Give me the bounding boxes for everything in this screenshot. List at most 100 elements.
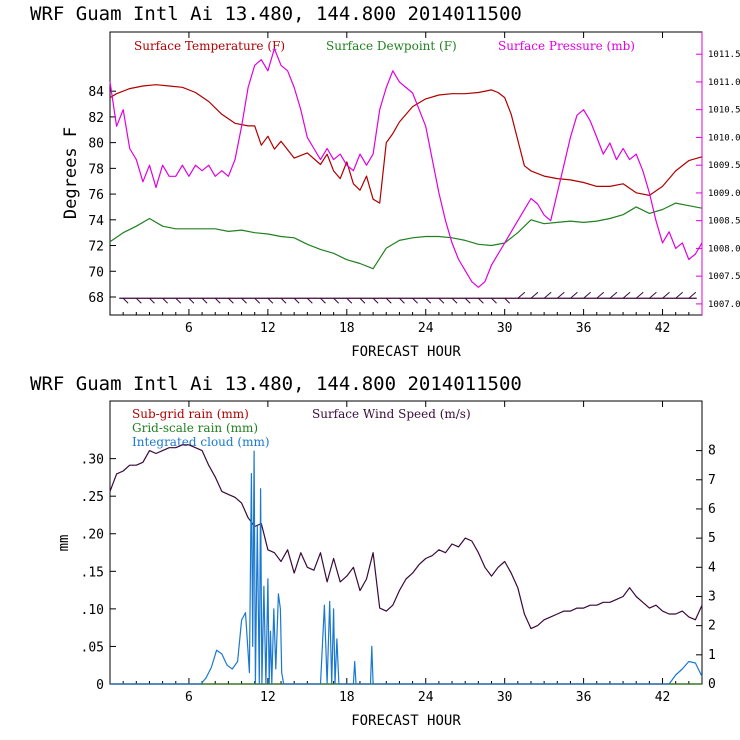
top-x-tick-label: 12 bbox=[260, 321, 276, 336]
bottom-y-tick-label: .20 bbox=[81, 528, 104, 543]
wind-barb bbox=[543, 291, 552, 299]
bottom-x-tick-label: 12 bbox=[260, 690, 276, 705]
wind-barb bbox=[517, 291, 526, 299]
bottom-series-integrated-cloud-mm bbox=[110, 450, 703, 685]
wind-barb bbox=[412, 297, 418, 304]
top-y-tick-label: 76 bbox=[88, 188, 104, 203]
legend-surface-temperature: Surface Temperature (F) bbox=[134, 39, 285, 53]
wind-barb bbox=[293, 297, 300, 304]
wind-barb bbox=[372, 297, 379, 304]
top-series-surface-pressure-mb bbox=[109, 47, 703, 288]
bottom-y-tick-label: .25 bbox=[81, 490, 104, 505]
wind-barb bbox=[622, 291, 631, 299]
bottom-y2-tick-label: 6 bbox=[708, 502, 716, 517]
top-y-tick-label: 78 bbox=[88, 162, 104, 177]
legend-subgrid-rain: Sub-grid rain (mm) bbox=[132, 407, 249, 421]
wind-barb bbox=[214, 297, 221, 304]
bottom-y2-tick-label: 3 bbox=[708, 589, 716, 604]
wind-barb bbox=[570, 291, 578, 299]
top-x-tick-label: 30 bbox=[497, 321, 513, 336]
top-x-tick-label: 6 bbox=[185, 321, 193, 336]
wind-barb bbox=[451, 297, 458, 304]
wind-barb bbox=[688, 291, 697, 299]
wind-barb bbox=[609, 291, 618, 299]
top-y2-tick-label: 1011.0 bbox=[708, 78, 740, 88]
bottom-x-tick-label: 18 bbox=[339, 690, 355, 705]
wind-barb bbox=[399, 297, 405, 304]
bottom-y-tick-label: .05 bbox=[81, 640, 104, 655]
wind-barb bbox=[438, 297, 445, 304]
wind-barb bbox=[280, 297, 287, 304]
top-y2-tick-label: 1008.5 bbox=[708, 217, 740, 227]
legend-surface-wind-speed: Surface Wind Speed (m/s) bbox=[312, 407, 471, 421]
top-y2-tick-label: 1009.0 bbox=[708, 189, 740, 199]
wind-barb bbox=[175, 297, 182, 304]
chart-marks: 6 12 18 24 30 36 426870727476788082841007.0100… bbox=[81, 32, 740, 705]
wind-barb bbox=[491, 297, 497, 304]
wind-barb bbox=[254, 297, 261, 304]
top-x-axis-label: FORECAST HOUR bbox=[351, 344, 461, 360]
top-chart-title: WRF Guam Intl Ai 13.480, 144.800 2014011… bbox=[30, 3, 522, 25]
bottom-y-axis-label: mm bbox=[56, 535, 72, 552]
bottom-y2-tick-label: 8 bbox=[708, 444, 716, 459]
top-series-surface-dewpoint-f bbox=[109, 202, 703, 270]
top-x-tick-label: 42 bbox=[655, 321, 671, 336]
top-y2-tick-label: 1009.5 bbox=[708, 161, 740, 171]
bottom-y2-tick-label: 5 bbox=[708, 531, 716, 546]
bottom-x-tick-label: 6 bbox=[185, 690, 193, 705]
bottom-x-axis-label: FORECAST HOUR bbox=[351, 713, 461, 729]
top-series-surface-temperature-f bbox=[109, 84, 703, 204]
top-y2-tick-label: 1007.5 bbox=[708, 272, 740, 282]
wind-barb bbox=[241, 297, 247, 304]
bottom-y-tick-label: .10 bbox=[81, 603, 104, 618]
wind-barb bbox=[504, 297, 511, 304]
bottom-y-tick-label: .30 bbox=[81, 453, 104, 468]
top-y-tick-label: 82 bbox=[88, 111, 104, 126]
top-x-tick-label: 24 bbox=[418, 321, 434, 336]
wind-barb bbox=[635, 291, 644, 299]
wind-barb bbox=[649, 291, 657, 299]
bottom-y2-tick-label: 2 bbox=[708, 619, 716, 634]
top-y-tick-label: 70 bbox=[88, 265, 104, 280]
legend-integrated-cloud: Integrated cloud (mm) bbox=[132, 435, 270, 449]
wind-barb bbox=[530, 291, 539, 299]
bottom-x-tick-label: 36 bbox=[576, 690, 592, 705]
bottom-chart-title: WRF Guam Intl Ai 13.480, 144.800 2014011… bbox=[30, 373, 522, 395]
top-y2-tick-label: 1008.0 bbox=[708, 244, 740, 254]
bottom-y2-tick-label: 7 bbox=[708, 473, 716, 488]
wind-barb bbox=[306, 297, 313, 304]
top-y-tick-label: 84 bbox=[88, 85, 104, 100]
top-y2-tick-label: 1007.0 bbox=[708, 300, 740, 310]
wind-barb bbox=[385, 297, 392, 304]
top-x-tick-label: 36 bbox=[576, 321, 592, 336]
top-plot-frame bbox=[109, 31, 703, 316]
top-y-tick-label: 74 bbox=[88, 214, 104, 229]
wind-barb bbox=[464, 297, 471, 304]
legend-gridscale-rain: Grid-scale rain (mm) bbox=[132, 421, 258, 435]
wind-barb bbox=[596, 291, 605, 299]
top-y2-tick-label: 1010.0 bbox=[708, 133, 740, 143]
bottom-y2-tick-label: 1 bbox=[708, 648, 716, 663]
wind-barb bbox=[478, 297, 484, 304]
wind-barb bbox=[135, 297, 142, 304]
top-y-tick-label: 72 bbox=[88, 240, 104, 255]
wind-barb bbox=[556, 291, 565, 299]
bottom-y-tick-label: .15 bbox=[81, 565, 104, 580]
bottom-x-tick-label: 24 bbox=[418, 690, 434, 705]
wind-barb bbox=[359, 297, 366, 304]
wind-barb bbox=[333, 297, 339, 304]
wind-barb bbox=[228, 297, 234, 304]
top-x-tick-label: 18 bbox=[339, 321, 355, 336]
wind-barb bbox=[583, 291, 591, 299]
top-y-tick-label: 80 bbox=[88, 137, 104, 152]
top-y-tick-label: 68 bbox=[88, 291, 104, 306]
wind-barb bbox=[201, 297, 208, 304]
wind-barb bbox=[675, 291, 684, 299]
top-y-axis-label: Degrees F bbox=[61, 127, 81, 219]
wind-barb bbox=[425, 297, 432, 304]
wind-barb bbox=[267, 297, 274, 304]
wind-barb bbox=[149, 297, 155, 304]
bottom-y-tick-label: 0 bbox=[96, 678, 104, 693]
bottom-x-tick-label: 42 bbox=[655, 690, 671, 705]
